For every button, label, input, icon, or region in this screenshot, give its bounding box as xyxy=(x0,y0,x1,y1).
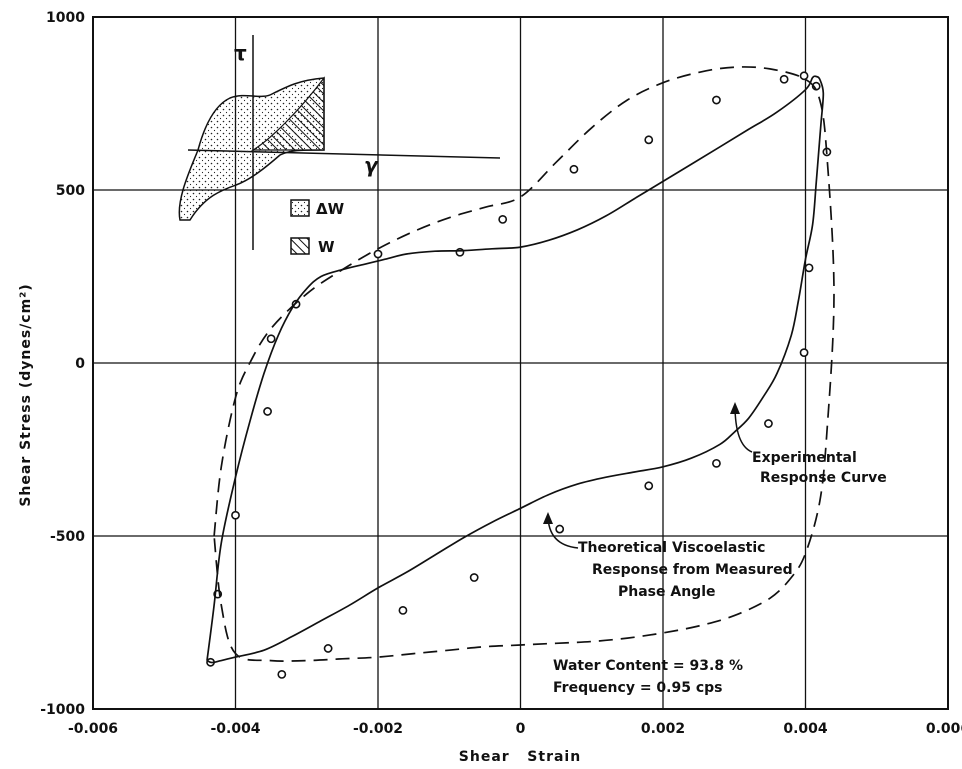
x-tick-label: -0.006 xyxy=(68,721,118,737)
data-point xyxy=(804,263,814,273)
annotation-conditions: Water Content = 93.8 % Frequency = 0.95 … xyxy=(553,658,743,696)
annotation-line: Response from Measured xyxy=(592,562,793,578)
annotation-line: Experimental xyxy=(752,450,857,466)
inset-delta-w-region xyxy=(178,77,325,221)
annotation-line: Water Content = 93.8 % xyxy=(553,658,743,674)
data-point xyxy=(373,249,383,259)
annotation-line: Phase Angle xyxy=(618,584,716,600)
y-tick-label: -1000 xyxy=(40,702,85,718)
y-tick-label: 1000 xyxy=(46,10,85,26)
legend-label-delta-w: ΔW xyxy=(316,200,345,218)
data-point xyxy=(712,95,721,105)
x-tick-label: 0.006 xyxy=(926,721,962,737)
data-point xyxy=(263,407,272,416)
x-axis-label: Shear Strain xyxy=(459,749,581,765)
x-tick-label: -0.002 xyxy=(353,721,403,737)
data-point xyxy=(644,135,654,145)
x-tick-label: 0 xyxy=(516,721,526,737)
plot-frame xyxy=(92,16,949,710)
annotation-line: Frequency = 0.95 cps xyxy=(553,680,723,696)
data-point xyxy=(498,215,508,224)
annotation-line: Response Curve xyxy=(760,470,887,486)
data-point xyxy=(277,670,287,679)
theoretical-curve xyxy=(213,66,835,662)
data-point xyxy=(644,481,654,491)
annotation-theoretical: Theoretical Viscoelastic Response from M… xyxy=(543,512,793,600)
data-point xyxy=(764,419,773,428)
data-point xyxy=(779,74,789,84)
legend-swatch-dots xyxy=(290,199,310,217)
inset-w-region xyxy=(250,76,325,151)
data-point xyxy=(569,164,579,174)
y-tick-label: 500 xyxy=(56,183,85,199)
data-point xyxy=(469,573,479,582)
data-point xyxy=(266,334,276,344)
data-point xyxy=(712,458,721,468)
x-tick-labels: -0.006 -0.004 -0.002 0 0.002 0.004 0.006 xyxy=(68,721,962,737)
data-point xyxy=(398,605,408,615)
annotation-experimental: Experimental Response Curve xyxy=(730,402,887,486)
inset-diagram: τ γ ΔW W xyxy=(178,35,501,256)
y-tick-label: -500 xyxy=(50,529,85,545)
inset-gamma-label: γ xyxy=(364,153,379,177)
legend-swatch-hatch xyxy=(290,237,310,255)
legend-label-w: W xyxy=(318,238,335,256)
data-point xyxy=(231,510,240,520)
data-point xyxy=(555,524,565,534)
y-tick-labels: -1000 -500 0 500 1000 xyxy=(40,10,85,718)
experimental-curve xyxy=(206,75,825,664)
arrowhead xyxy=(730,402,740,414)
series-group xyxy=(206,66,835,679)
arrowhead xyxy=(543,512,553,524)
y-axis-label: Shear Stress (dynes/cm²) xyxy=(18,283,34,506)
data-point xyxy=(455,247,465,257)
annotation-line: Theoretical Viscoelastic xyxy=(578,540,765,556)
y-tick-label: 0 xyxy=(75,356,85,372)
data-point xyxy=(799,71,809,81)
data-point xyxy=(799,348,809,358)
data-point xyxy=(323,644,333,653)
inset-tau-label: τ xyxy=(234,41,247,65)
x-tick-label: 0.002 xyxy=(641,721,685,737)
x-tick-label: -0.004 xyxy=(210,721,260,737)
x-tick-label: 0.004 xyxy=(783,721,828,737)
